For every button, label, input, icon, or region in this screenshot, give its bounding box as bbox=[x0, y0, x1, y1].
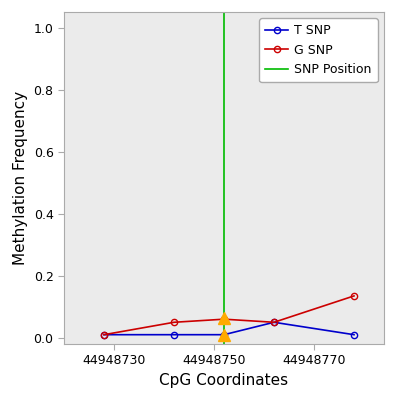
Legend: T SNP, G SNP, SNP Position: T SNP, G SNP, SNP Position bbox=[259, 18, 378, 82]
Y-axis label: Methylation Frequency: Methylation Frequency bbox=[13, 91, 28, 265]
X-axis label: CpG Coordinates: CpG Coordinates bbox=[160, 373, 288, 388]
